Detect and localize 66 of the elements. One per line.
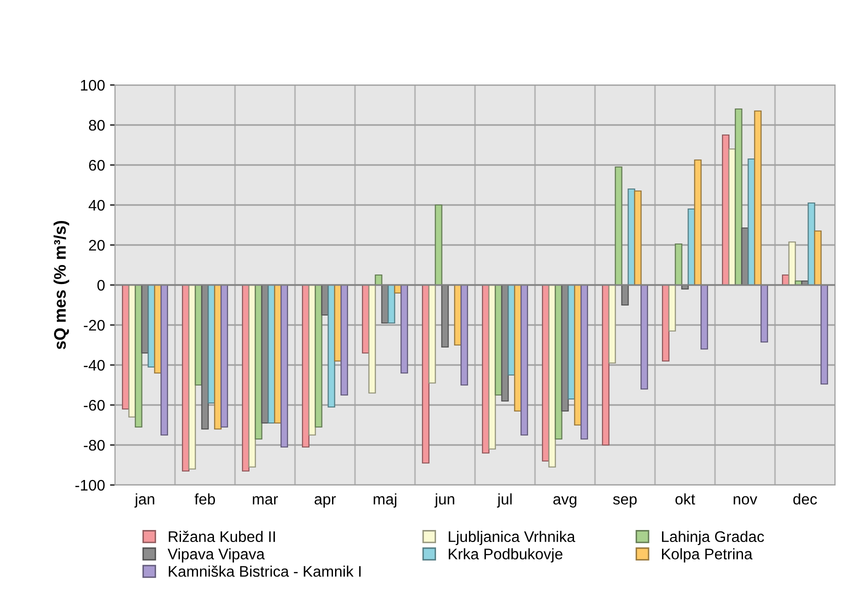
- legend-label: Krka Podbukovje: [448, 548, 562, 562]
- bar: [520, 284, 528, 436]
- legend-label: Kolpa Petrina: [662, 548, 753, 562]
- bar: [340, 284, 348, 396]
- bar: [602, 284, 610, 446]
- bar: [328, 284, 336, 408]
- bar: [374, 274, 382, 286]
- bar: [760, 284, 768, 343]
- bar: [668, 284, 676, 332]
- bar: [160, 284, 168, 436]
- legend-label: Kamniška Bistrica - Kamnik I: [168, 566, 361, 577]
- x-tick-label: avg: [553, 496, 576, 508]
- bar: [734, 108, 742, 286]
- legend-label: Ljubljanica Vrhnika: [448, 530, 576, 546]
- x-tick-label: apr: [314, 496, 336, 508]
- y-tick-label: -20: [84, 320, 105, 331]
- bar: [400, 284, 408, 374]
- bar: [314, 284, 322, 428]
- bar: [460, 284, 468, 386]
- y-tick-label: -100: [75, 480, 105, 491]
- bar: [814, 230, 822, 286]
- bar: [634, 190, 642, 286]
- bar: [808, 202, 816, 286]
- bar: [700, 284, 708, 350]
- bar: [608, 284, 616, 364]
- bar: [434, 204, 442, 286]
- bar: [674, 243, 682, 286]
- bar: [820, 284, 828, 385]
- bar: [422, 284, 430, 464]
- legend-label: Rižana Kubed II: [168, 530, 275, 542]
- x-tick-label: maj: [374, 493, 396, 508]
- bar: [640, 284, 648, 390]
- bar: [754, 110, 762, 286]
- y-tick-label: -60: [84, 400, 105, 411]
- bar: [368, 284, 376, 394]
- x-tick-label: nov: [734, 496, 758, 505]
- y-tick-label: -80: [84, 440, 105, 451]
- y-tick-label: 0: [97, 280, 105, 291]
- legend-label: Vipava Vipava: [168, 548, 265, 562]
- bar: [694, 159, 702, 286]
- bar: [580, 284, 588, 440]
- y-tick-label: 80: [88, 120, 105, 131]
- x-tick-label: okt: [675, 493, 696, 505]
- bar: [428, 284, 436, 384]
- bar: [280, 284, 288, 448]
- bar: [614, 166, 622, 286]
- bar: [788, 241, 796, 286]
- x-tick-label: jul: [496, 493, 512, 508]
- bar: [388, 284, 396, 324]
- x-tick-label: dec: [793, 493, 817, 505]
- legend-label: Lahinja Gradac: [662, 530, 764, 546]
- x-tick-label: mar: [252, 496, 278, 505]
- y-tick-label: 60: [89, 160, 105, 171]
- bar: [220, 284, 228, 428]
- y-tick-label: 20: [89, 240, 105, 251]
- bar: [488, 284, 496, 450]
- x-tick-label: feb: [194, 493, 215, 505]
- x-tick-label: jan: [134, 493, 154, 508]
- y-tick-label: -40: [84, 360, 105, 371]
- y-axis-title: sQ mes (% m³/s): [54, 220, 70, 350]
- bar: [188, 284, 196, 470]
- y-tick-label: 40: [88, 200, 105, 211]
- y-tick-label: 100: [80, 80, 105, 91]
- x-tick-label: jun: [434, 493, 454, 508]
- bar: [662, 284, 670, 362]
- x-tick-label: sep: [613, 496, 637, 508]
